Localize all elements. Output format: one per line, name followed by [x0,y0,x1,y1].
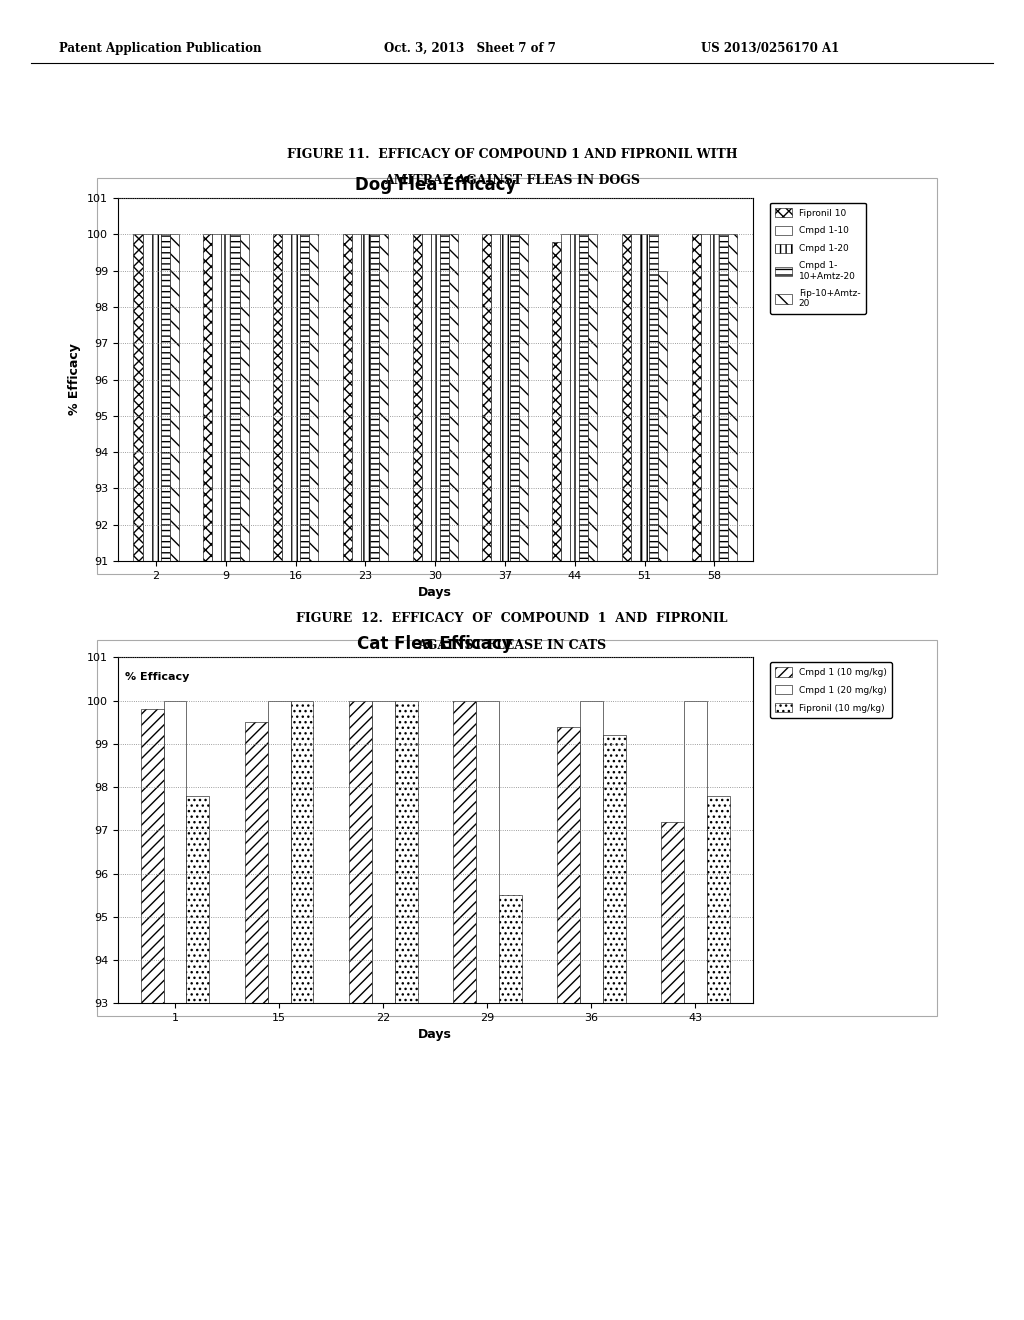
Bar [439,235,449,561]
Bar [360,235,370,561]
Bar [203,235,212,561]
Bar [170,235,179,561]
Text: % Efficacy: % Efficacy [125,672,189,682]
Y-axis label: % Efficacy: % Efficacy [69,343,82,416]
Bar [140,709,164,1003]
Bar [349,701,372,1003]
Bar [589,235,597,561]
Text: US 2013/0256170 A1: US 2013/0256170 A1 [701,42,840,55]
Bar [164,701,186,1003]
Bar [161,235,170,561]
Bar [499,895,521,1003]
Text: Patent Application Publication: Patent Application Publication [59,42,262,55]
Text: FIGURE  12.  EFFICACY  OF  COMPOUND  1  AND  FIPRONIL: FIGURE 12. EFFICACY OF COMPOUND 1 AND FI… [296,612,728,626]
Bar [691,235,700,561]
Bar [700,235,710,561]
Bar [552,242,561,561]
Bar [728,235,737,561]
Bar [449,235,458,561]
Bar [453,701,476,1003]
Bar [603,735,626,1003]
Bar [631,235,640,561]
Bar [267,701,291,1003]
Bar [221,235,230,561]
X-axis label: Days: Days [418,1028,453,1041]
Bar [710,235,719,561]
Bar [482,235,492,561]
Bar [370,235,379,561]
Bar [291,701,313,1003]
Bar [622,235,631,561]
Bar [476,701,499,1003]
Bar [518,235,527,561]
Bar [273,235,282,561]
Bar [240,235,249,561]
Bar [352,235,360,561]
Bar [557,726,580,1003]
Bar [142,235,152,561]
Legend: Cmpd 1 (10 mg/kg), Cmpd 1 (20 mg/kg), Fipronil (10 mg/kg): Cmpd 1 (10 mg/kg), Cmpd 1 (20 mg/kg), Fi… [770,661,892,718]
Bar [372,701,394,1003]
Bar [300,235,309,561]
Bar [186,796,209,1003]
Bar [133,235,142,561]
Bar [640,235,649,561]
Bar [649,235,658,561]
Bar [422,235,431,561]
Bar [343,235,352,561]
Bar [394,701,418,1003]
Bar [212,235,221,561]
X-axis label: Days: Days [418,586,453,599]
Bar [510,235,518,561]
Bar [684,701,707,1003]
Bar [431,235,439,561]
Bar [580,701,603,1003]
Bar [230,235,240,561]
Text: Oct. 3, 2013   Sheet 7 of 7: Oct. 3, 2013 Sheet 7 of 7 [384,42,556,55]
Bar [501,235,510,561]
Text: AGAINST FLEASE IN CATS: AGAINST FLEASE IN CATS [418,639,606,652]
Bar [570,235,580,561]
Bar [309,235,318,561]
Bar [413,235,422,561]
Bar [492,235,501,561]
Bar [658,271,668,561]
Bar [580,235,589,561]
Bar [152,235,161,561]
Bar [561,235,570,561]
Bar [245,722,267,1003]
Text: AMITRAZ AGAINST FLEAS IN DOGS: AMITRAZ AGAINST FLEAS IN DOGS [384,174,640,187]
Bar [282,235,291,561]
Title: Cat Flea Efficacy: Cat Flea Efficacy [357,635,513,653]
Bar [662,821,684,1003]
Bar [719,235,728,561]
Bar [379,235,388,561]
Title: Dog Flea Efficacy: Dog Flea Efficacy [354,176,516,194]
Bar [707,796,730,1003]
Bar [291,235,300,561]
Text: FIGURE 11.  EFFICACY OF COMPOUND 1 AND FIPRONIL WITH: FIGURE 11. EFFICACY OF COMPOUND 1 AND FI… [287,148,737,161]
Legend: Fipronil 10, Cmpd 1-10, Cmpd 1-20, Cmpd 1-
10+Amtz-20, Fip-10+Amtz-
20: Fipronil 10, Cmpd 1-10, Cmpd 1-20, Cmpd … [770,202,865,314]
